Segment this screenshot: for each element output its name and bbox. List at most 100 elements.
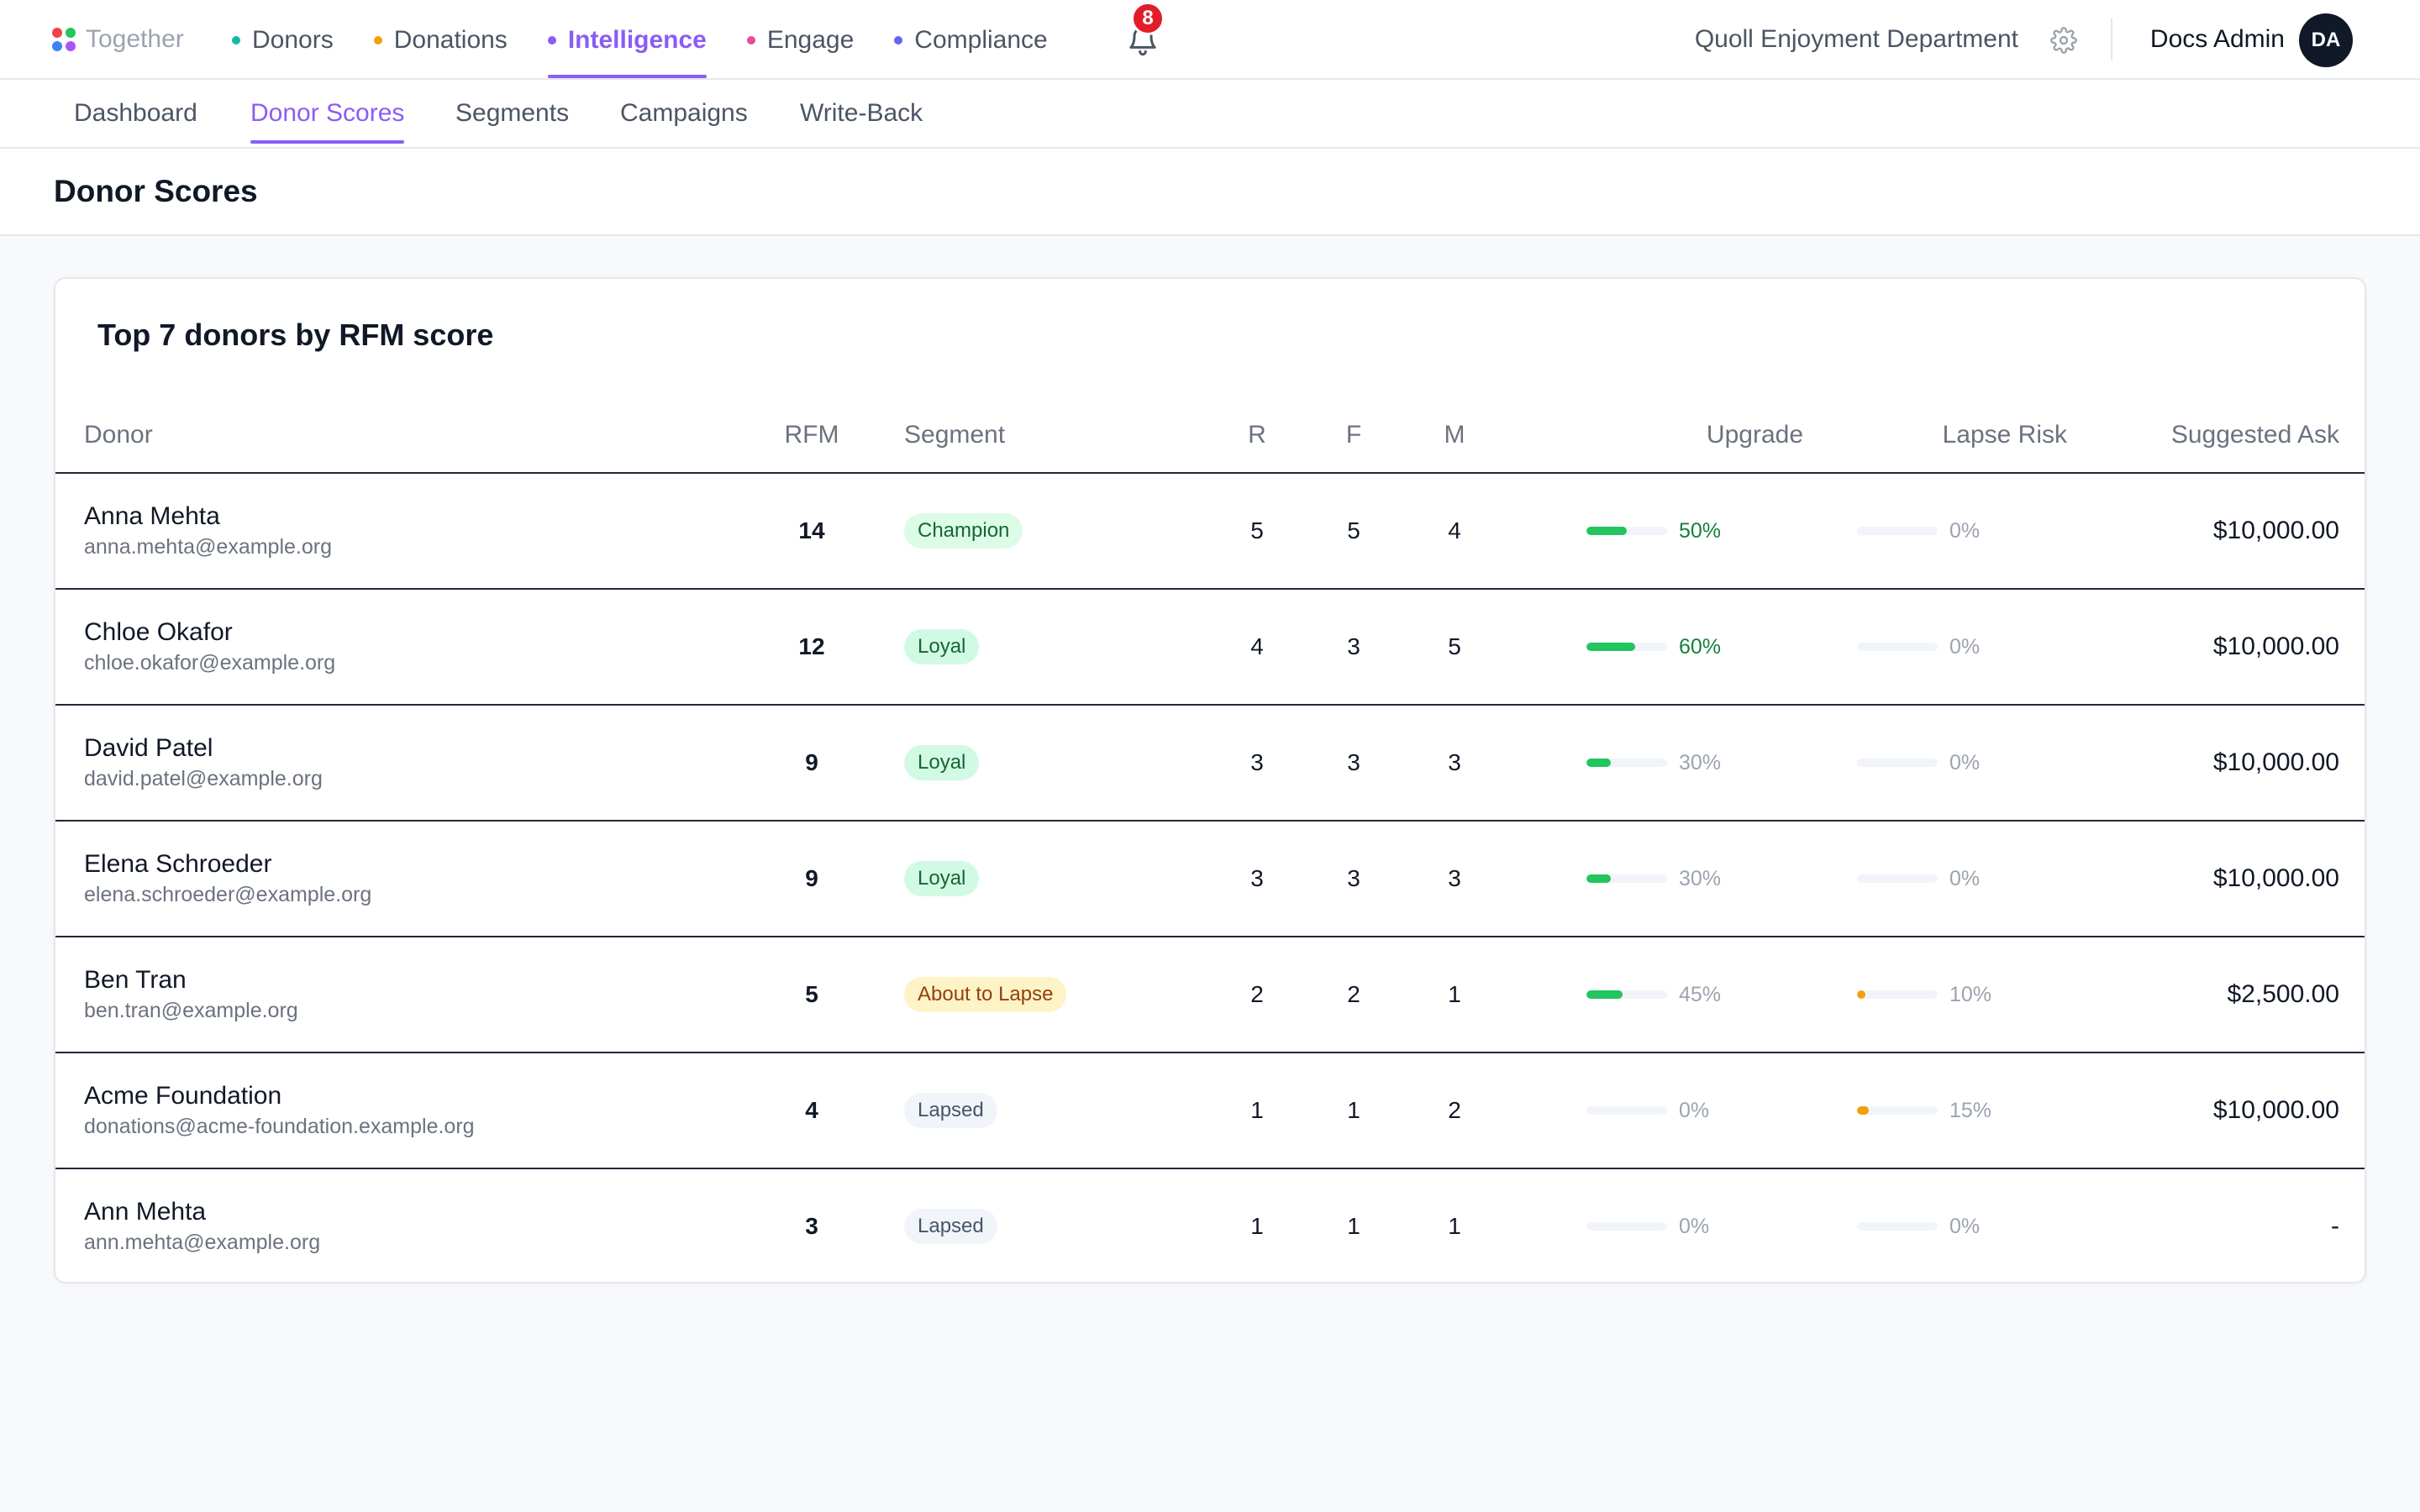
- m-cell: 2: [1421, 1053, 1488, 1168]
- table-row[interactable]: Ann Mehta ann.mehta@example.org 3 Lapsed 1 1 1…: [55, 1169, 2365, 1282]
- suggested-ask-amount: $10,000.00: [2212, 633, 2339, 660]
- donor-name[interactable]: David Patel: [84, 734, 213, 762]
- donor-name[interactable]: Ann Mehta: [84, 1198, 207, 1226]
- r-score: 3: [1250, 749, 1264, 775]
- nav-item-compliance[interactable]: Compliance: [894, 0, 1048, 80]
- table-row[interactable]: Anna Mehta anna.mehta@example.org 14 Champi…: [55, 474, 2365, 590]
- lapse-risk-cell: 0%: [1857, 706, 1980, 820]
- upgrade-cell: 30%: [1586, 822, 1721, 936]
- tab-dashboard[interactable]: Dashboard: [74, 99, 197, 127]
- page-title: Donor Scores: [54, 174, 258, 208]
- upgrade-percent: 30%: [1679, 750, 1722, 774]
- nav-item-donations[interactable]: Donations: [373, 0, 508, 80]
- donor-email: elena.schroeder@example.org: [84, 883, 372, 906]
- nav-item-intelligence[interactable]: Intelligence: [547, 0, 707, 80]
- segment-badge: Loyal: [904, 861, 980, 896]
- m-score: 1: [1448, 981, 1461, 1007]
- column-header-lapse-risk[interactable]: Lapse Risk: [1942, 421, 2067, 449]
- upgrade-progress-bar: [1586, 990, 1667, 999]
- donor-cell: Ben Tran ben.tran@example.org: [84, 937, 298, 1052]
- donor-name[interactable]: Anna Mehta: [84, 502, 220, 530]
- upgrade-progress-bar: [1586, 759, 1667, 767]
- f-cell: 1: [1320, 1053, 1387, 1168]
- suggested-ask-amount: $10,000.00: [2212, 1096, 2339, 1124]
- nav-item-engage[interactable]: Engage: [746, 0, 854, 80]
- lapse-risk-progress-bar: [1857, 759, 1938, 767]
- table-row[interactable]: Ben Tran ben.tran@example.org 5 About to La…: [55, 937, 2365, 1053]
- suggested-ask-amount: $10,000.00: [2212, 517, 2339, 544]
- table-row[interactable]: Acme Foundation donations@acme-foundation…: [55, 1053, 2365, 1169]
- upgrade-percent: 0%: [1679, 1098, 1710, 1122]
- donor-name[interactable]: Chloe Okafor: [84, 618, 233, 646]
- table-row[interactable]: Chloe Okafor chloe.okafor@example.org 12 Lo…: [55, 590, 2365, 706]
- lapse-risk-percent: 0%: [1949, 866, 1981, 890]
- tab-write-back[interactable]: Write-Back: [800, 99, 923, 127]
- lapse-risk-percent: 10%: [1949, 982, 1992, 1006]
- m-cell: 4: [1421, 474, 1488, 588]
- nav-dot-icon: [894, 35, 903, 45]
- segment-cell: About to Lapse: [904, 937, 1067, 1052]
- m-score: 3: [1448, 749, 1461, 775]
- org-name[interactable]: Quoll Enjoyment Department: [1694, 25, 2018, 53]
- donor-email: donations@acme-foundation.example.org: [84, 1115, 475, 1138]
- lapse-risk-percent: 15%: [1949, 1098, 1992, 1122]
- m-score: 3: [1448, 865, 1461, 891]
- donor-name[interactable]: Ben Tran: [84, 966, 187, 994]
- donor-name[interactable]: Acme Foundation: [84, 1082, 282, 1110]
- column-header-upgrade[interactable]: Upgrade: [1706, 421, 1803, 449]
- suggested-ask-amount: $10,000.00: [2212, 748, 2339, 776]
- f-score: 1: [1347, 1213, 1360, 1239]
- r-cell: 1: [1223, 1053, 1291, 1168]
- rfm-score: 9: [805, 865, 818, 891]
- suggested-ask-cell: $10,000.00: [2072, 474, 2339, 588]
- m-cell: 3: [1421, 706, 1488, 820]
- f-cell: 2: [1320, 937, 1387, 1052]
- user-name[interactable]: Docs Admin: [2149, 25, 2285, 53]
- rfm-score: 4: [805, 1097, 818, 1123]
- rfm-score: 3: [805, 1213, 818, 1239]
- upgrade-cell: 60%: [1586, 590, 1721, 704]
- rfm-cell: 9: [761, 822, 862, 936]
- column-header-suggested-ask[interactable]: Suggested Ask: [2170, 421, 2339, 449]
- rfm-cell: 14: [761, 474, 862, 588]
- upgrade-percent: 50%: [1679, 518, 1722, 543]
- lapse-risk-cell: 0%: [1857, 474, 1980, 588]
- lapse-risk-progress-bar: [1857, 990, 1938, 999]
- m-score: 1: [1448, 1213, 1461, 1239]
- upgrade-progress-bar: [1586, 874, 1667, 883]
- top-bar: Together Donors Donations Intelligence Enga…: [0, 0, 2420, 80]
- f-score: 1: [1347, 1097, 1360, 1123]
- app-logo[interactable]: Together: [52, 25, 184, 54]
- segment-badge: About to Lapse: [904, 977, 1067, 1012]
- segment-badge: Lapsed: [904, 1209, 997, 1244]
- main-nav: Donors Donations Intelligence Engage Complia…: [232, 0, 1088, 80]
- column-header-rfm[interactable]: RFM: [784, 421, 839, 449]
- segment-badge: Champion: [904, 513, 1023, 549]
- avatar[interactable]: DA: [2299, 13, 2353, 67]
- table-row[interactable]: Elena Schroeder elena.schroeder@example.o…: [55, 822, 2365, 937]
- nav-item-donors[interactable]: Donors: [232, 0, 334, 80]
- lapse-risk-progress-bar: [1857, 527, 1938, 535]
- column-header-f[interactable]: F: [1345, 421, 1362, 449]
- f-score: 3: [1347, 749, 1360, 775]
- table-row[interactable]: David Patel david.patel@example.org 9 Loyal…: [55, 706, 2365, 822]
- column-header-m[interactable]: M: [1444, 421, 1465, 449]
- suggested-ask-amount: $10,000.00: [2212, 864, 2339, 892]
- rfm-cell: 9: [761, 706, 862, 820]
- suggested-ask-cell: -: [2072, 1169, 2339, 1282]
- column-header-donor[interactable]: Donor: [84, 421, 153, 449]
- gear-icon[interactable]: [2050, 27, 2077, 54]
- lapse-risk-percent: 0%: [1949, 750, 1981, 774]
- tab-segments[interactable]: Segments: [455, 99, 570, 127]
- column-header-r[interactable]: R: [1248, 421, 1266, 449]
- r-score: 5: [1250, 517, 1264, 543]
- tab-campaigns[interactable]: Campaigns: [620, 99, 748, 127]
- rfm-cell: 3: [761, 1169, 862, 1282]
- column-header-segment[interactable]: Segment: [904, 421, 1006, 449]
- lapse-risk-cell: 0%: [1857, 822, 1980, 936]
- tab-donor-scores[interactable]: Donor Scores: [250, 80, 405, 147]
- segment-cell: Loyal: [904, 706, 980, 820]
- donor-name[interactable]: Elena Schroeder: [84, 850, 272, 878]
- segment-cell: Lapsed: [904, 1053, 997, 1168]
- donor-cell: David Patel david.patel@example.org: [84, 706, 323, 820]
